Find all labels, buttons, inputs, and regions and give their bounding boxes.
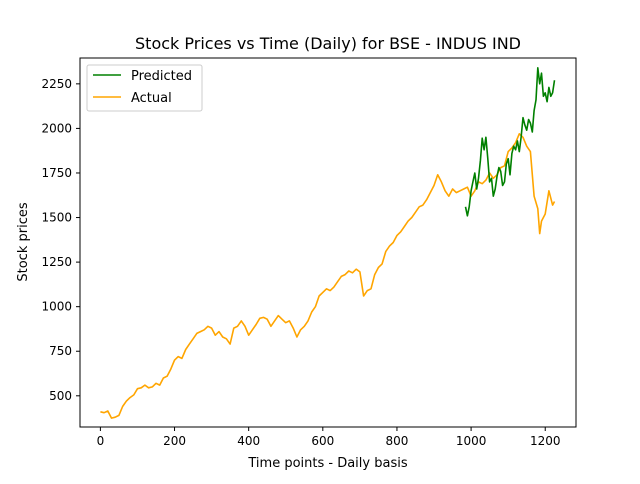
- axes-frame: [79, 57, 577, 428]
- legend-label-actual: Actual: [131, 91, 172, 106]
- legend: Predicted Actual: [86, 64, 203, 112]
- y-tick-label: 500: [49, 389, 72, 403]
- y-tick-label: 1500: [41, 211, 72, 225]
- y-tick-label: 2000: [41, 121, 72, 135]
- legend-box: [86, 64, 203, 112]
- x-tick-label: 1200: [530, 434, 561, 448]
- y-tick-label: 1000: [41, 300, 72, 314]
- y-tick-label: 2250: [41, 77, 72, 91]
- series-line-predicted: [464, 67, 556, 217]
- x-tick-label: 600: [311, 434, 334, 448]
- y-tick-label: 750: [49, 344, 72, 358]
- series-line-actual: [100, 133, 556, 419]
- legend-label-predicted: Predicted: [131, 69, 192, 84]
- x-axis: 0 200 400 600 800 1000 1200: [97, 427, 561, 448]
- y-tick-label: 1750: [41, 166, 72, 180]
- x-tick-label: 0: [97, 434, 105, 448]
- x-tick-label: 1000: [456, 434, 487, 448]
- x-tick-label: 400: [237, 434, 260, 448]
- y-axis: 500 750 1000 1250 1500 1750 2000 2250: [41, 77, 80, 403]
- plot-area: [100, 67, 556, 419]
- x-tick-label: 800: [385, 434, 408, 448]
- x-axis-label: Time points - Daily basis: [247, 456, 407, 471]
- chart-title: Stock Prices vs Time (Daily) for BSE - I…: [135, 34, 521, 53]
- x-tick-label: 200: [163, 434, 186, 448]
- y-tick-label: 1250: [41, 255, 72, 269]
- y-axis-label: Stock prices: [16, 202, 31, 281]
